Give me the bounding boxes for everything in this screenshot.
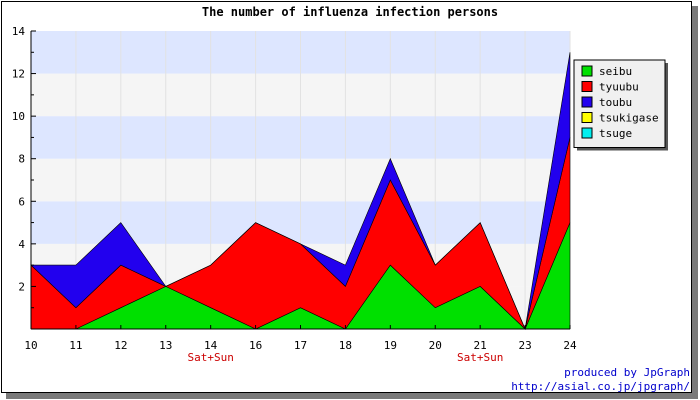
x-tick-label: 16 [249, 339, 262, 352]
x-annotation: Sat+Sun [187, 351, 233, 364]
x-tick-label: 23 [518, 339, 531, 352]
legend-label-toubu: toubu [599, 96, 632, 109]
legend-label-seibu: seibu [599, 65, 632, 78]
legend-label-tsukigase: tsukigase [599, 112, 659, 125]
area-toubu [30, 52, 571, 331]
x-tick-label: 21 [474, 339, 487, 352]
x-tick-label: 17 [294, 339, 307, 352]
legend-swatch-toubu [581, 96, 593, 108]
y-tick-label: 2 [18, 280, 25, 293]
axes [30, 30, 571, 330]
x-tick-label: 24 [563, 339, 577, 352]
legend: seibu tyuubu toubu tsukigase tsuge [573, 59, 668, 151]
footer-url[interactable]: http://asial.co.jp/jpgraph/ [511, 380, 690, 393]
y-tick-labels: 2 4 6 8 10 12 14 [12, 25, 26, 293]
legend-label-tyuubu: tyuubu [599, 81, 639, 94]
x-annotations: Sat+Sun Sat+Sun [187, 351, 503, 364]
legend-label-tsuge: tsuge [599, 127, 632, 140]
x-tick-label: 13 [159, 339, 172, 352]
frame-shadow-right [692, 6, 698, 398]
y-tick-label: 6 [18, 195, 25, 208]
x-tick-label: 18 [339, 339, 352, 352]
x-tick-label: 11 [69, 339, 82, 352]
x-tick-label: 20 [429, 339, 442, 352]
x-tick-label: 14 [204, 339, 218, 352]
y-tick-label: 4 [18, 238, 25, 251]
footer-produced-by: produced by JpGraph [564, 366, 690, 379]
y-tick-label: 12 [12, 68, 25, 81]
y-tick-label: 10 [12, 110, 25, 123]
legend-swatch-tsuge [581, 127, 593, 139]
x-tick-label: 19 [384, 339, 397, 352]
x-tick-label: 12 [114, 339, 127, 352]
legend-swatch-seibu [581, 65, 593, 77]
y-tick-label: 14 [12, 25, 26, 38]
x-annotation: Sat+Sun [457, 351, 503, 364]
legend-swatch-tsukigase [581, 112, 593, 123]
x-tick-labels: 10 11 12 13 14 16 17 18 19 20 21 23 24 [24, 339, 577, 352]
x-tick-label: 10 [24, 339, 37, 352]
legend-swatch-tyuubu [581, 81, 593, 92]
y-tick-label: 8 [18, 153, 25, 166]
chart-title: The number of influenza infection person… [202, 5, 498, 19]
frame-shadow-bottom [6, 393, 698, 399]
